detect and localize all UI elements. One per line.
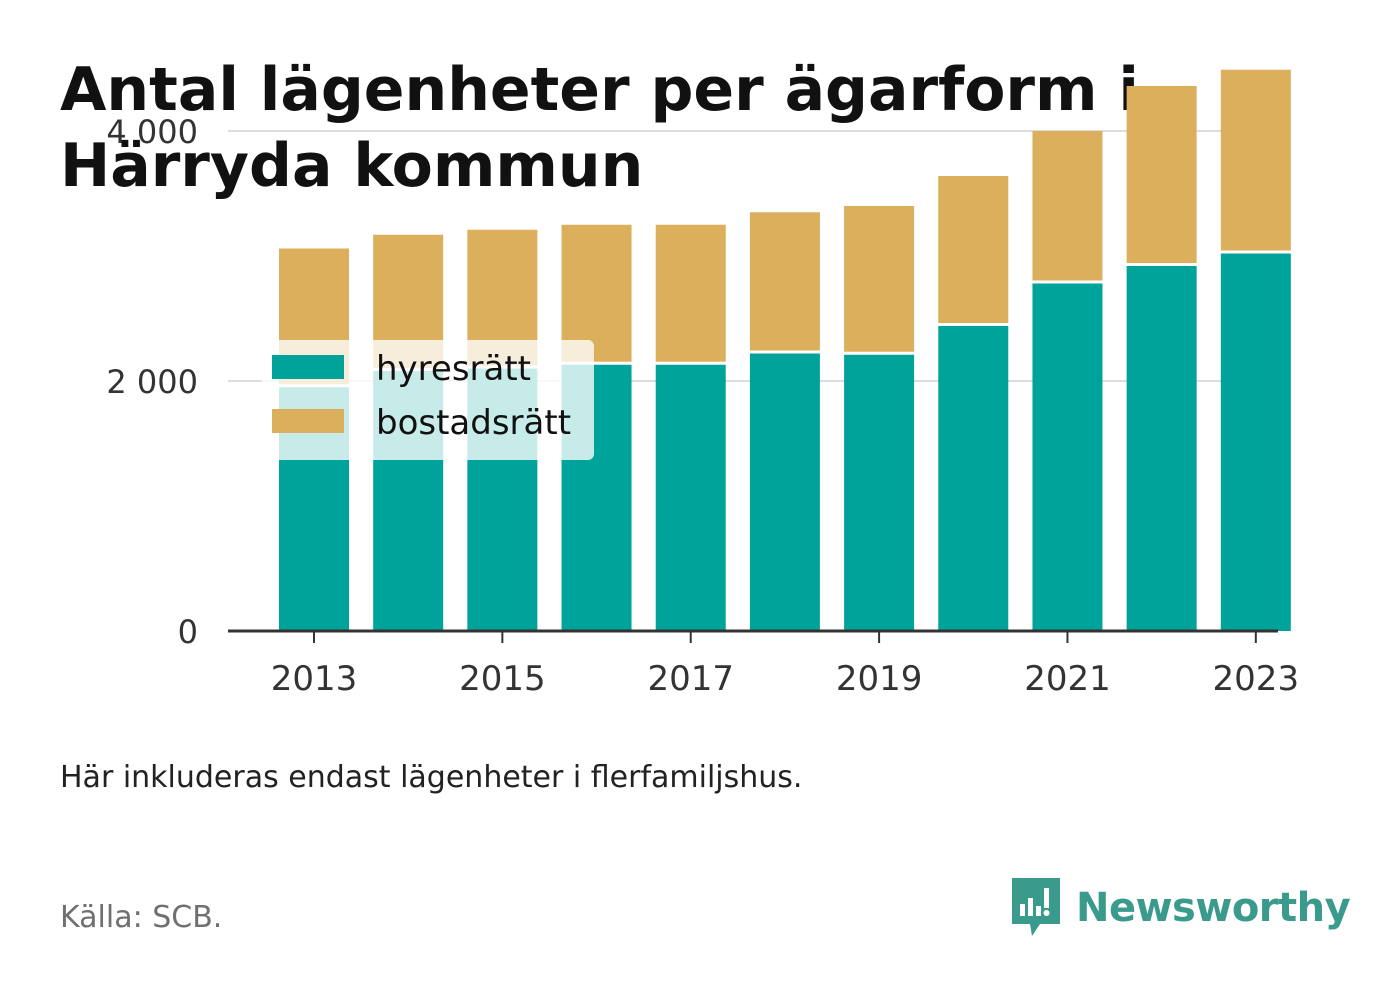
legend-label: hyresrätt (376, 349, 531, 389)
x-tick-label: 2021 (1024, 659, 1111, 699)
bar-segment-hyresratt (1032, 284, 1102, 632)
bar-segment-hyresratt (1221, 254, 1291, 632)
bar-segment-bostadsratt (1221, 70, 1291, 251)
brand-name: Newsworthy (1076, 885, 1350, 931)
x-tick-label: 2019 (836, 659, 923, 699)
bar-segment-bostadsratt (844, 206, 914, 352)
source-credit: Källa: SCB. (60, 900, 222, 935)
bar-segment-hyresratt (938, 326, 1008, 631)
legend-swatch (272, 409, 344, 433)
bar-segment-hyresratt (844, 355, 914, 631)
bar-segment-bostadsratt (938, 176, 1008, 323)
y-tick-label: 4 000 (106, 113, 198, 151)
bar-segment-hyresratt (656, 365, 726, 631)
bar-segment-hyresratt (1127, 266, 1197, 631)
bar-segment-bostadsratt (750, 212, 820, 350)
x-tick-label: 2013 (271, 659, 358, 699)
bar-segment-bostadsratt (1127, 86, 1197, 263)
brand-logo: Newsworthy (1010, 876, 1350, 940)
legend-label: bostadsrätt (376, 403, 571, 443)
stacked-bar-chart: 0 2 000 4 000 2013 2015 2017 2019 2021 2023 hyre… (0, 0, 1382, 760)
y-tick-label: 2 000 (106, 363, 198, 401)
bar-segment-hyresratt (750, 354, 820, 632)
bar-segment-bostadsratt (656, 225, 726, 362)
legend: hyresrätt bostadsrätt (262, 340, 594, 460)
chart-note: Här inkluderas endast lägenheter i flerf… (60, 760, 802, 795)
x-tick-label: 2015 (459, 659, 546, 699)
bar-chart-speech-bubble-icon (1010, 878, 1062, 938)
bar-segment-bostadsratt (1032, 131, 1102, 281)
x-tick-label: 2023 (1213, 659, 1300, 699)
y-tick-label: 0 (178, 613, 198, 651)
legend-swatch (272, 355, 344, 379)
x-tick-label: 2017 (647, 659, 734, 699)
